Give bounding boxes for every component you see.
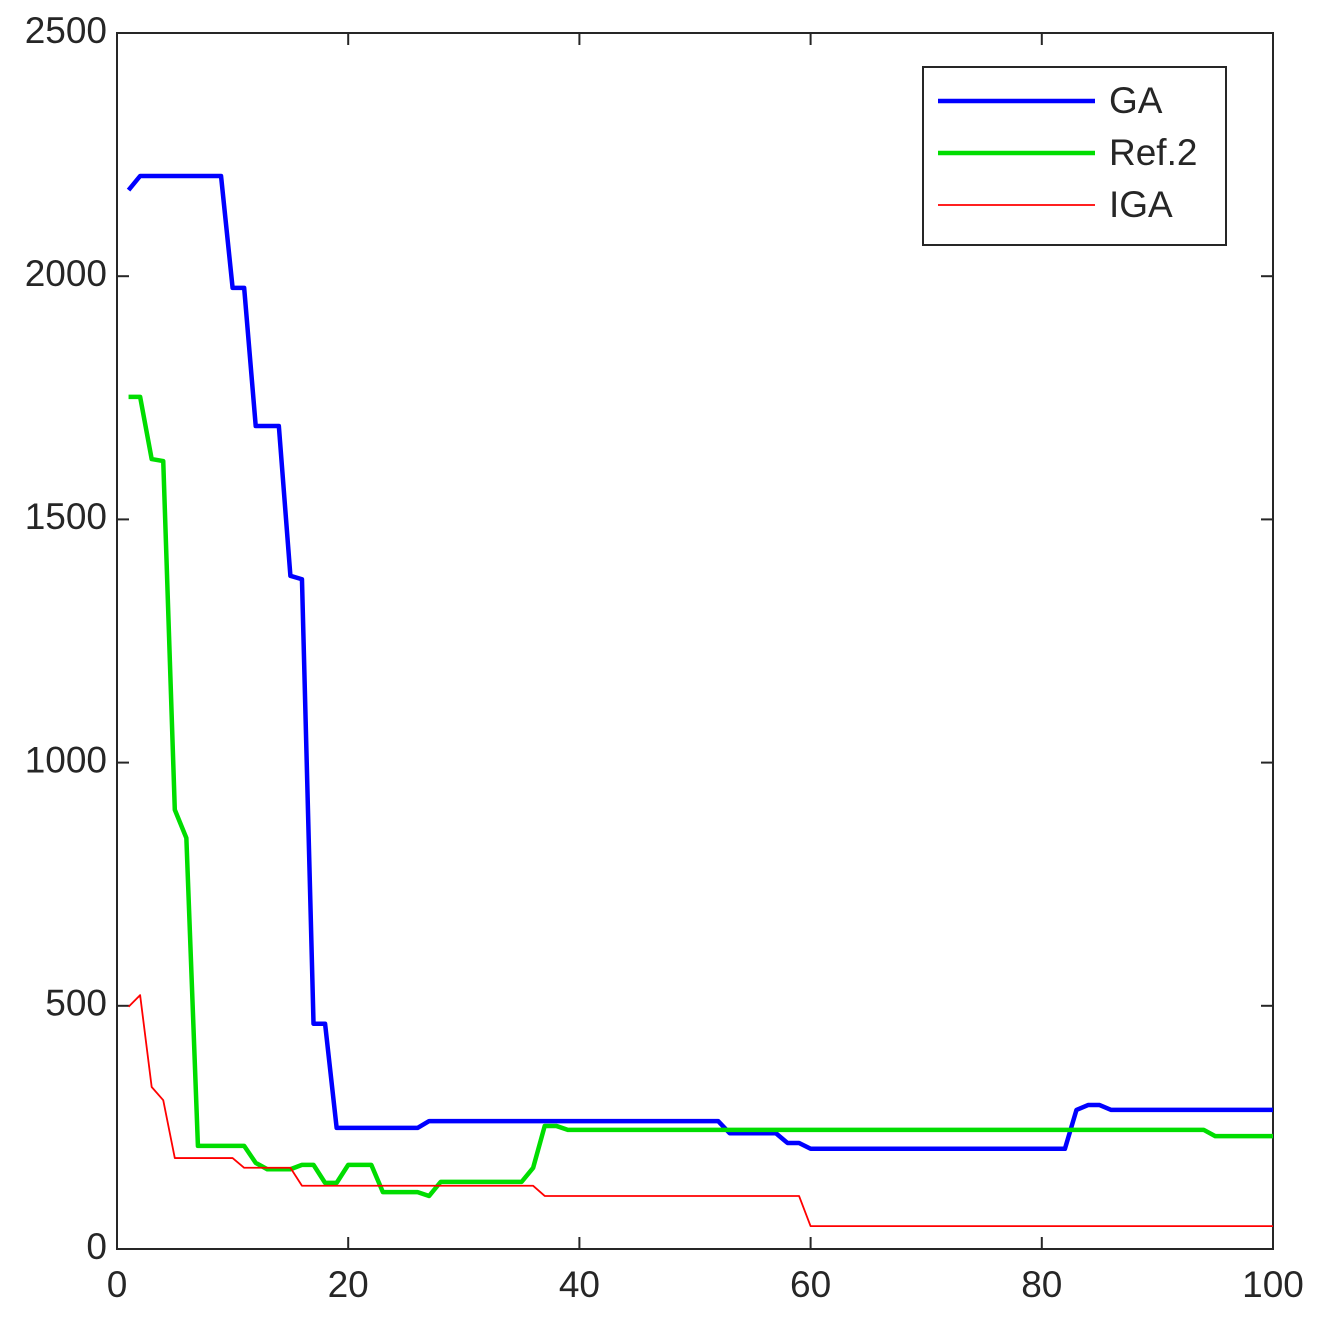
series-line [126, 173, 1273, 1152]
legend-label: GA [1109, 80, 1163, 121]
x-tick-label: 40 [559, 1264, 600, 1305]
x-tick-label: 100 [1242, 1264, 1304, 1305]
y-tick-label: 2500 [25, 10, 107, 51]
legend-box [922, 66, 1227, 246]
x-tick-label: 80 [1021, 1264, 1062, 1305]
x-tick-label: 0 [107, 1264, 128, 1305]
x-tick-label: 20 [328, 1264, 369, 1305]
y-tick-label: 1500 [25, 496, 107, 537]
series-line [128, 394, 1273, 1199]
y-tick-label: 2000 [25, 253, 107, 294]
y-tick-label: 500 [45, 983, 107, 1024]
y-tick-label: 0 [86, 1226, 107, 1267]
plot-frame [116, 32, 1274, 1250]
legend-label: IGA [1109, 184, 1173, 225]
y-tick-label: 1000 [25, 739, 107, 780]
series-line [127, 994, 1273, 1228]
x-tick-label: 60 [790, 1264, 831, 1305]
legend-label: Ref.2 [1109, 132, 1197, 173]
